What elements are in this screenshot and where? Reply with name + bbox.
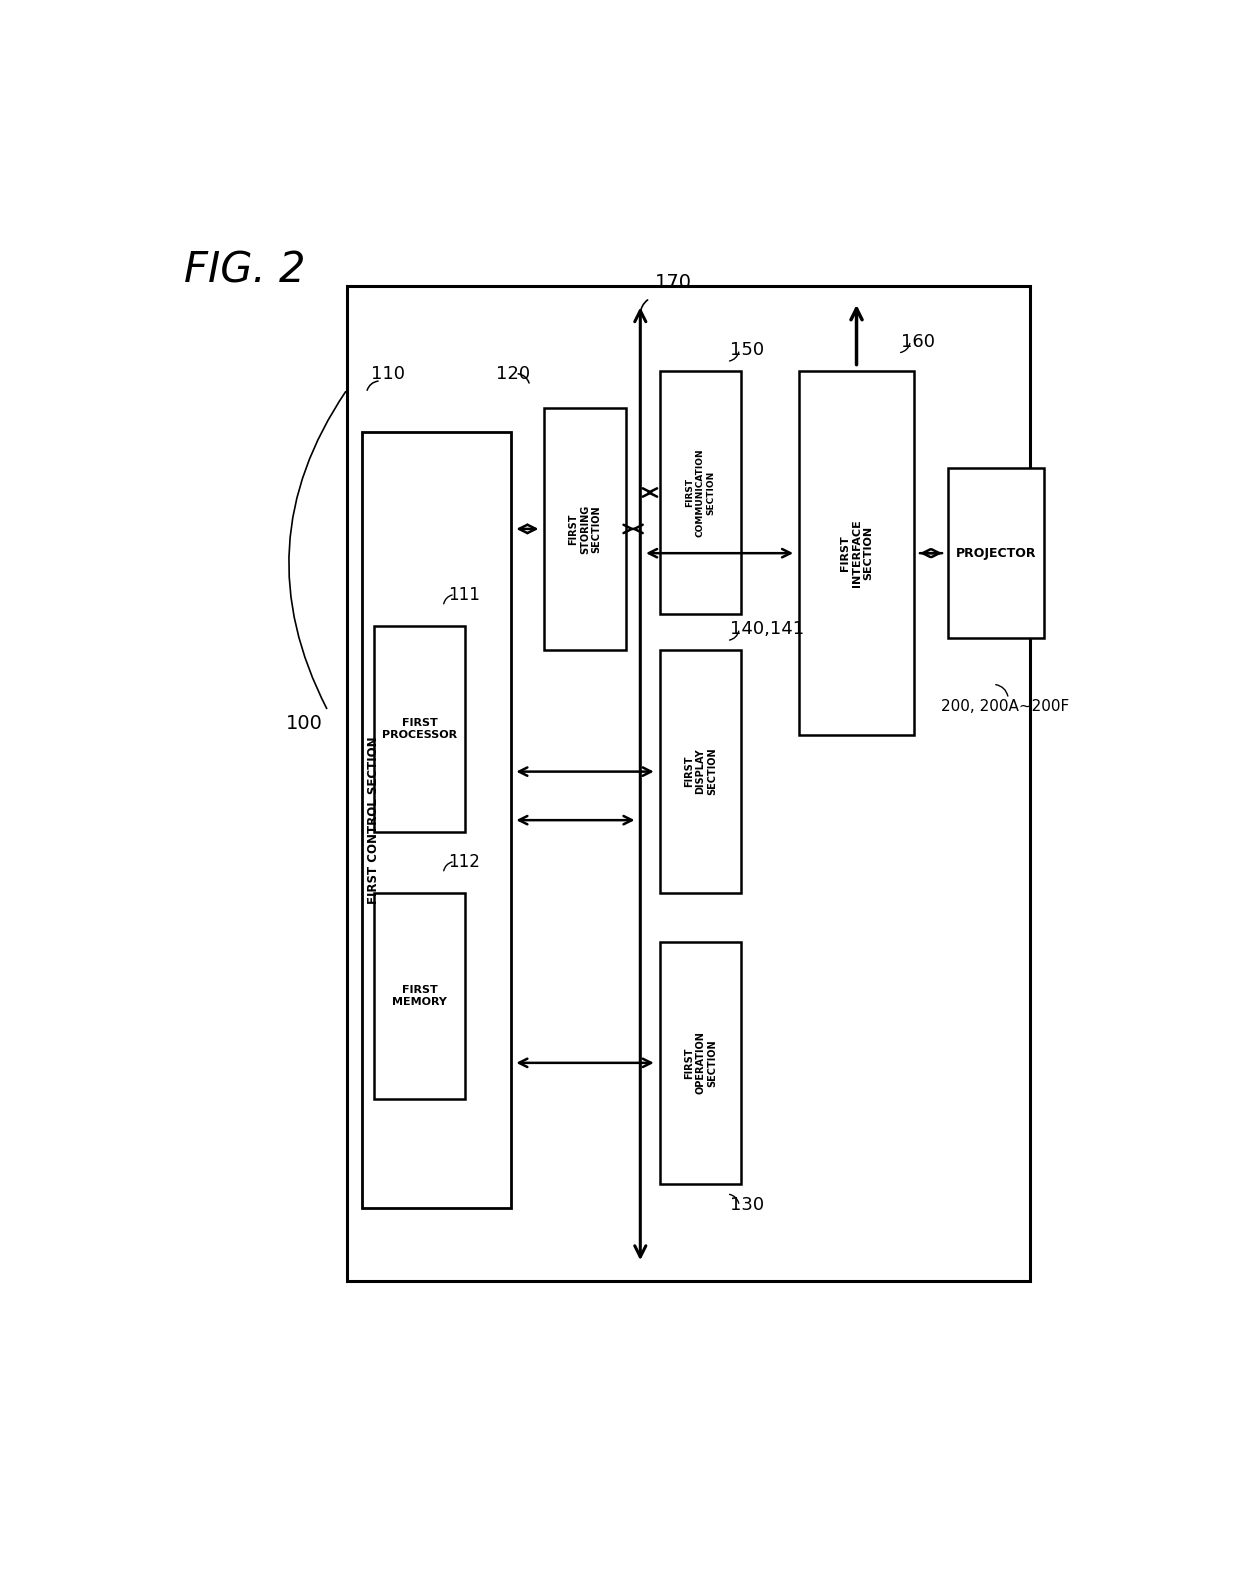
Text: 110: 110	[371, 366, 405, 383]
Text: 150: 150	[729, 340, 764, 359]
Bar	[544, 408, 626, 651]
Bar	[947, 468, 1044, 638]
Text: 140,141: 140,141	[729, 619, 804, 638]
Text: FIRST
INTERFACE
SECTION: FIRST INTERFACE SECTION	[839, 520, 873, 586]
Text: 130: 130	[729, 1196, 764, 1215]
Text: 200, 200A~200F: 200, 200A~200F	[941, 698, 1070, 714]
Text: PROJECTOR: PROJECTOR	[956, 547, 1037, 559]
Text: 112: 112	[448, 853, 480, 872]
Bar	[660, 651, 742, 894]
Bar	[374, 626, 465, 832]
Text: FIG. 2: FIG. 2	[184, 251, 305, 292]
Bar	[362, 432, 511, 1209]
Bar	[660, 370, 742, 613]
Text: FIRST
STORING
SECTION: FIRST STORING SECTION	[568, 504, 601, 553]
Bar	[660, 941, 742, 1184]
Text: 170: 170	[655, 273, 692, 292]
Text: FIRST
DISPLAY
SECTION: FIRST DISPLAY SECTION	[683, 747, 717, 796]
Text: FIRST CONTROL SECTION: FIRST CONTROL SECTION	[367, 736, 379, 905]
Text: 120: 120	[496, 366, 529, 383]
Text: FIRST
OPERATION
SECTION: FIRST OPERATION SECTION	[683, 1031, 717, 1094]
Bar	[374, 894, 465, 1100]
Text: 160: 160	[900, 333, 935, 350]
Bar	[799, 370, 914, 734]
Bar	[347, 287, 1029, 1281]
Text: FIRST
COMMUNICATION
SECTION: FIRST COMMUNICATION SECTION	[686, 448, 715, 537]
Text: FIRST
MEMORY: FIRST MEMORY	[392, 985, 448, 1007]
Text: 100: 100	[285, 714, 322, 733]
Text: FIRST
PROCESSOR: FIRST PROCESSOR	[382, 719, 458, 741]
Text: 111: 111	[448, 586, 480, 604]
